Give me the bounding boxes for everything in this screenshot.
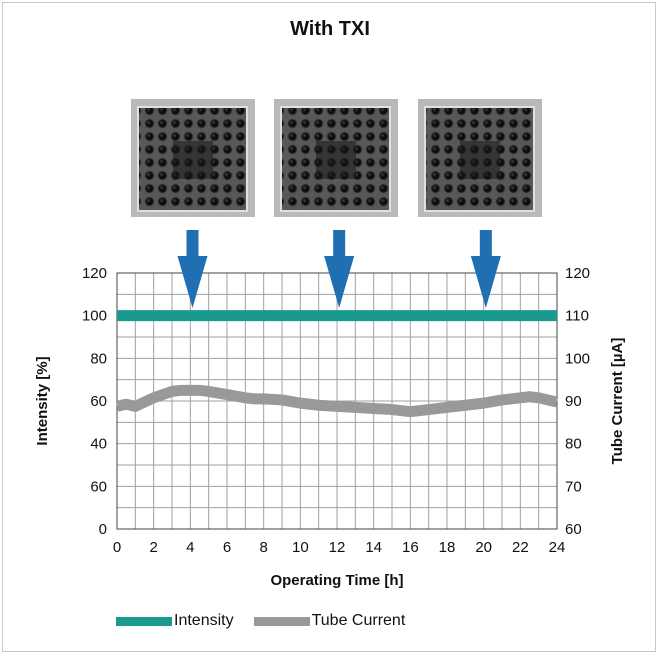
y2-tick-label: 80 (565, 436, 582, 453)
xray-image-core (316, 141, 356, 179)
y2-tick-label: 60 (565, 521, 582, 538)
legend-item-intensity: Intensity (116, 612, 234, 630)
x-tick-label: 6 (223, 539, 231, 556)
legend-label-intensity: Intensity (174, 612, 234, 629)
y2-tick-label: 70 (565, 478, 582, 495)
y2-tick-label: 120 (565, 265, 590, 282)
series-line-tube-current (115, 384, 559, 418)
arrow-head (177, 256, 208, 308)
xray-image-1 (131, 99, 255, 217)
y2-tick-label: 100 (565, 350, 590, 367)
x-tick-label: 2 (149, 539, 157, 556)
legend: Intensity Tube Current (116, 612, 425, 630)
xray-image-border (424, 106, 535, 212)
y-tick-label: 120 (82, 265, 107, 282)
down-arrow-2 (324, 230, 355, 308)
y-tick-label: 0 (99, 521, 107, 538)
xray-image-border (137, 106, 248, 212)
x-axis-label: Operating Time [h] (270, 572, 403, 589)
y-tick-label: 60 (90, 478, 107, 495)
xray-images (131, 99, 542, 217)
x-tick-label: 14 (365, 539, 382, 556)
down-arrow-3 (470, 230, 501, 308)
arrow-shaft (479, 230, 492, 258)
y-tick-label: 40 (90, 436, 107, 453)
legend-swatch-intensity (116, 616, 172, 626)
arrow-head (324, 256, 355, 308)
y2-axis-label: Tube Current [µA] (609, 338, 626, 465)
arrow-shaft (186, 230, 199, 258)
x-tick-label: 16 (402, 539, 419, 556)
x-tick-label: 8 (259, 539, 267, 556)
x-tick-label: 18 (439, 539, 456, 556)
y-tick-label: 80 (90, 350, 107, 367)
arrow-shaft (333, 230, 346, 258)
y2-tick-label: 90 (565, 393, 582, 410)
arrow-head (470, 256, 501, 308)
xray-image-core (460, 141, 500, 179)
y-axis-label: Intensity [%] (34, 356, 51, 445)
arrow-layer (177, 230, 501, 308)
x-tick-label: 24 (549, 539, 566, 556)
y2-tick-label: 110 (565, 308, 589, 325)
y-tick-label: 100 (82, 308, 107, 325)
axis-layer: 0 2 4 6 8 10 12 14 16 18 20 22 240604060801001206070… (34, 265, 626, 589)
chart-title: With TXI (290, 18, 370, 40)
x-tick-label: 20 (475, 539, 492, 556)
x-tick-label: 0 (113, 539, 121, 556)
down-arrow-1 (177, 230, 208, 308)
xray-image-border (280, 106, 391, 212)
x-tick-label: 12 (329, 539, 346, 556)
xray-image-2 (274, 99, 398, 217)
x-tick-label: 10 (292, 539, 309, 556)
legend-label-tube-current: Tube Current (311, 612, 406, 629)
legend-swatch-tube-current (253, 616, 310, 626)
xray-image-core (173, 141, 213, 179)
x-tick-label: 22 (512, 539, 529, 556)
xray-image-3 (418, 99, 542, 217)
x-tick-label: 4 (186, 539, 194, 556)
legend-item-tube-current: Tube Current (253, 612, 406, 630)
series-layer (115, 310, 559, 418)
y-tick-label: 60 (90, 393, 107, 410)
